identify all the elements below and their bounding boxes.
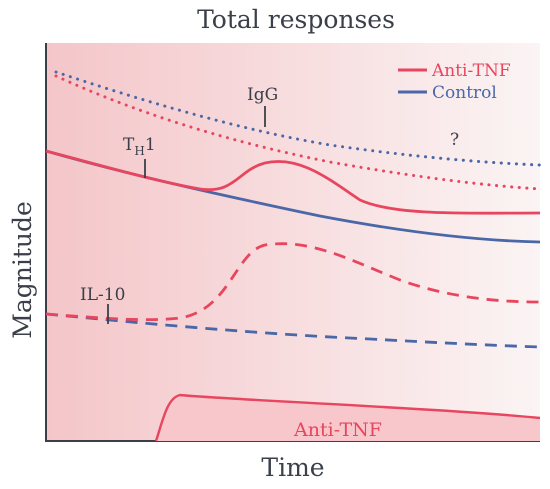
th1-annotation-main: T — [123, 135, 135, 155]
plot-background — [46, 43, 540, 441]
legend: Anti-TNF Control — [398, 61, 511, 103]
x-axis-label: Time — [261, 453, 324, 482]
legend-label-anti-tnf: Anti-TNF — [431, 61, 511, 81]
y-axis-label: Magnitude — [8, 201, 37, 339]
legend-label-control: Control — [432, 83, 497, 103]
igg-anti-tnf-line — [54, 74, 542, 191]
il10-anti-tnf-line — [45, 242, 541, 322]
question-mark: ? — [450, 130, 459, 150]
chart-title: Total responses — [197, 5, 395, 34]
igg-annotation: IgG — [247, 85, 278, 105]
th1-annotation-tail: 1 — [145, 135, 156, 155]
il10-control-line — [45, 312, 541, 349]
th1-anti-tnf-line — [45, 149, 541, 215]
anti-tnf-band-area — [156, 395, 540, 441]
anti-tnf-band-line — [154, 393, 541, 442]
il10-annotation: IL-10 — [80, 285, 125, 305]
anti-tnf-band-label: Anti-TNF — [293, 419, 382, 441]
th1-annotation-sub: H — [134, 144, 144, 158]
th1-annotation: TH1 — [123, 135, 156, 158]
